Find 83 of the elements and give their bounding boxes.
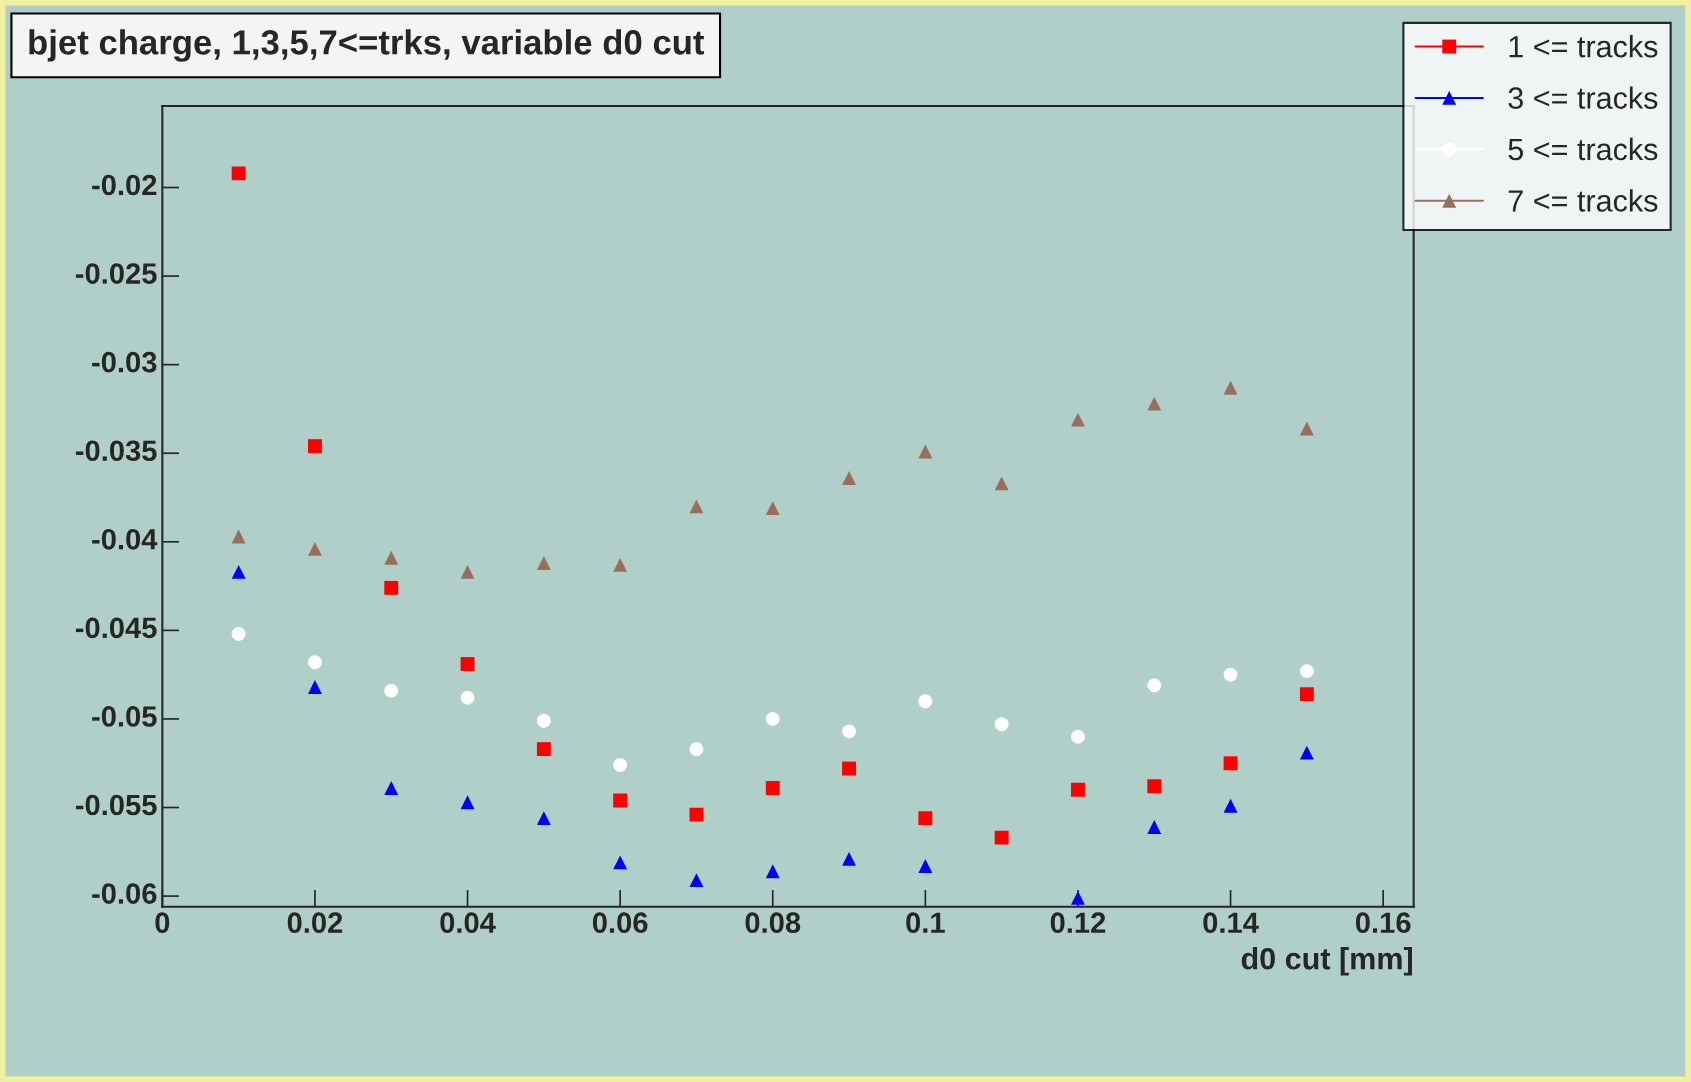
point [918, 859, 933, 873]
point [460, 564, 475, 579]
legend-label: 5 <= tracks [1508, 137, 1658, 161]
point [231, 564, 246, 579]
point [307, 655, 322, 670]
point [689, 807, 704, 822]
point [765, 712, 780, 726]
x-tick-label: 0.1 [906, 912, 945, 933]
point [842, 471, 856, 485]
point [231, 529, 246, 544]
x-tick-label: 0.02 [287, 912, 343, 933]
point [994, 476, 1009, 491]
y-tick-label: -0.03 [92, 351, 157, 373]
point [613, 758, 628, 772]
point [765, 781, 780, 795]
point [842, 851, 856, 866]
x-tick-label: 0.14 [1203, 912, 1259, 933]
point [460, 795, 475, 810]
legend-label: 3 <= tracks [1508, 86, 1658, 109]
y-tick-label: -0.06 [92, 883, 157, 904]
y-tick-label: -0.04 [92, 528, 158, 550]
point [918, 444, 933, 459]
x-tick-label: 0.12 [1050, 912, 1106, 933]
chart-title: bjet charge, 1,3,5,7<=trks, variable d0 cut [29, 29, 705, 62]
point [1147, 820, 1162, 834]
point [1147, 396, 1162, 411]
x-tick-label: 0 [155, 912, 170, 933]
point [307, 541, 322, 556]
point [918, 694, 933, 709]
x-axis-title: d0 cut [mm] [1241, 947, 1412, 976]
point [460, 657, 475, 671]
point [536, 713, 551, 728]
point [384, 683, 399, 698]
y-tick-label: -0.035 [75, 440, 157, 462]
point [918, 811, 933, 826]
point [460, 690, 475, 705]
point [1147, 779, 1162, 794]
point [1223, 667, 1238, 682]
y-tick-label: -0.05 [92, 706, 157, 727]
point [613, 793, 628, 808]
point [613, 557, 628, 572]
point [1071, 890, 1085, 905]
point [1299, 687, 1314, 702]
point [689, 499, 704, 514]
y-tick-label: -0.02 [92, 174, 157, 196]
point [1071, 729, 1085, 744]
point [231, 626, 246, 641]
y-tick-label: -0.025 [75, 263, 157, 284]
point [536, 556, 551, 571]
point [536, 742, 551, 756]
x-tick-label: 0.04 [440, 912, 496, 933]
point [842, 724, 856, 739]
point [1147, 678, 1162, 693]
point [1299, 664, 1314, 679]
point [1223, 380, 1238, 395]
point [307, 680, 322, 695]
point [994, 830, 1009, 845]
legend-label: 7 <= tracks [1508, 189, 1658, 212]
point [231, 166, 246, 181]
y-tick-label: -0.045 [75, 617, 157, 639]
point [613, 855, 628, 870]
legend-label: 1 <= tracks [1509, 35, 1658, 58]
point [765, 864, 780, 879]
point [384, 580, 399, 595]
point [384, 550, 399, 565]
point [536, 811, 551, 826]
point [1299, 745, 1314, 760]
point [1299, 421, 1314, 436]
point [1223, 756, 1238, 771]
point [1223, 798, 1238, 813]
point [689, 873, 704, 888]
point [384, 781, 399, 795]
point [994, 717, 1009, 732]
point [307, 439, 322, 454]
point [689, 742, 704, 756]
x-tick-label: 0.16 [1355, 912, 1411, 933]
x-tick-label: 0.08 [745, 912, 801, 933]
point [842, 761, 856, 776]
point [765, 501, 780, 516]
y-tick-label: -0.055 [75, 794, 157, 816]
point [1071, 782, 1085, 797]
x-tick-label: 0.06 [592, 912, 648, 933]
point [1071, 412, 1085, 427]
